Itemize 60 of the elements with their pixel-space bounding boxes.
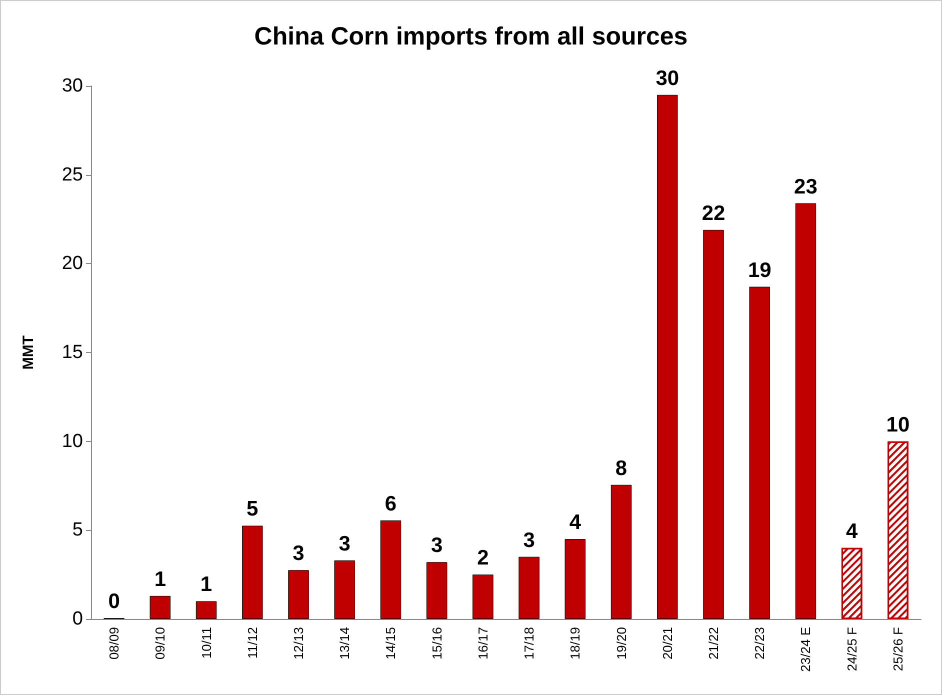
x-tick-label: 22/23 <box>752 627 768 660</box>
x-tick-label: 25/26 F <box>890 626 906 672</box>
data-label: 6 <box>384 492 397 516</box>
y-tick-label: 15 <box>62 342 83 363</box>
x-tick-label: 23/24 E <box>798 626 814 672</box>
x-tick-label: 14/15 <box>383 627 398 660</box>
data-label: 4 <box>846 520 858 543</box>
data-label: 8 <box>615 456 628 480</box>
x-tick-label: 13/14 <box>337 627 352 660</box>
data-label: 1 <box>154 568 166 591</box>
y-axis-title: MMT <box>20 335 37 370</box>
x-tick-label: 17/18 <box>522 627 537 660</box>
data-label: 23 <box>794 175 818 198</box>
y-tick-label: 5 <box>72 520 83 541</box>
x-tick-label: 18/19 <box>568 627 583 660</box>
bar <box>196 601 217 619</box>
y-tick-label: 30 <box>62 76 83 96</box>
data-label: 22 <box>702 202 726 225</box>
x-tick-label: 12/13 <box>291 627 306 660</box>
x-tick-label: 09/10 <box>152 627 168 660</box>
data-label: 30 <box>656 66 680 90</box>
x-tick-label: 19/20 <box>614 627 629 660</box>
x-tick-label: 24/25 F <box>844 626 860 672</box>
data-label: 0 <box>108 590 120 614</box>
bar <box>795 203 816 619</box>
bar <box>380 520 402 619</box>
x-tick-label: 15/16 <box>429 627 444 660</box>
x-tick-label: 10/11 <box>198 627 214 659</box>
bar <box>242 526 263 619</box>
y-tick-label: 10 <box>62 430 83 452</box>
bar <box>288 570 309 619</box>
data-label: 3 <box>430 534 443 558</box>
data-label: 5 <box>246 498 259 521</box>
bar <box>703 230 724 619</box>
bar <box>334 560 355 619</box>
bar <box>150 596 171 619</box>
bar <box>472 574 494 619</box>
y-tick-label: 20 <box>62 253 83 274</box>
bar <box>657 94 678 619</box>
data-label: 3 <box>338 532 350 556</box>
bar <box>564 539 586 619</box>
data-label: 4 <box>569 511 582 534</box>
chart-title: China Corn imports from all sources <box>254 22 688 50</box>
bar <box>518 556 540 619</box>
bar <box>610 484 632 619</box>
y-tick-label: 0 <box>72 608 83 630</box>
x-tick-label: 16/17 <box>475 627 490 660</box>
data-label: 3 <box>523 528 535 552</box>
x-tick-label: 11/12 <box>244 627 260 659</box>
bar <box>426 562 448 619</box>
x-tick-label: 20/21 <box>660 627 675 660</box>
data-label: 3 <box>292 542 304 566</box>
bar <box>749 286 770 619</box>
data-label: 1 <box>200 573 212 596</box>
data-label: 19 <box>748 258 772 282</box>
x-tick-label: 08/09 <box>106 627 122 660</box>
x-tick-label: 21/22 <box>706 627 721 660</box>
y-tick-label: 25 <box>62 164 83 186</box>
data-label: 10 <box>886 413 910 436</box>
data-label: 2 <box>477 546 489 570</box>
